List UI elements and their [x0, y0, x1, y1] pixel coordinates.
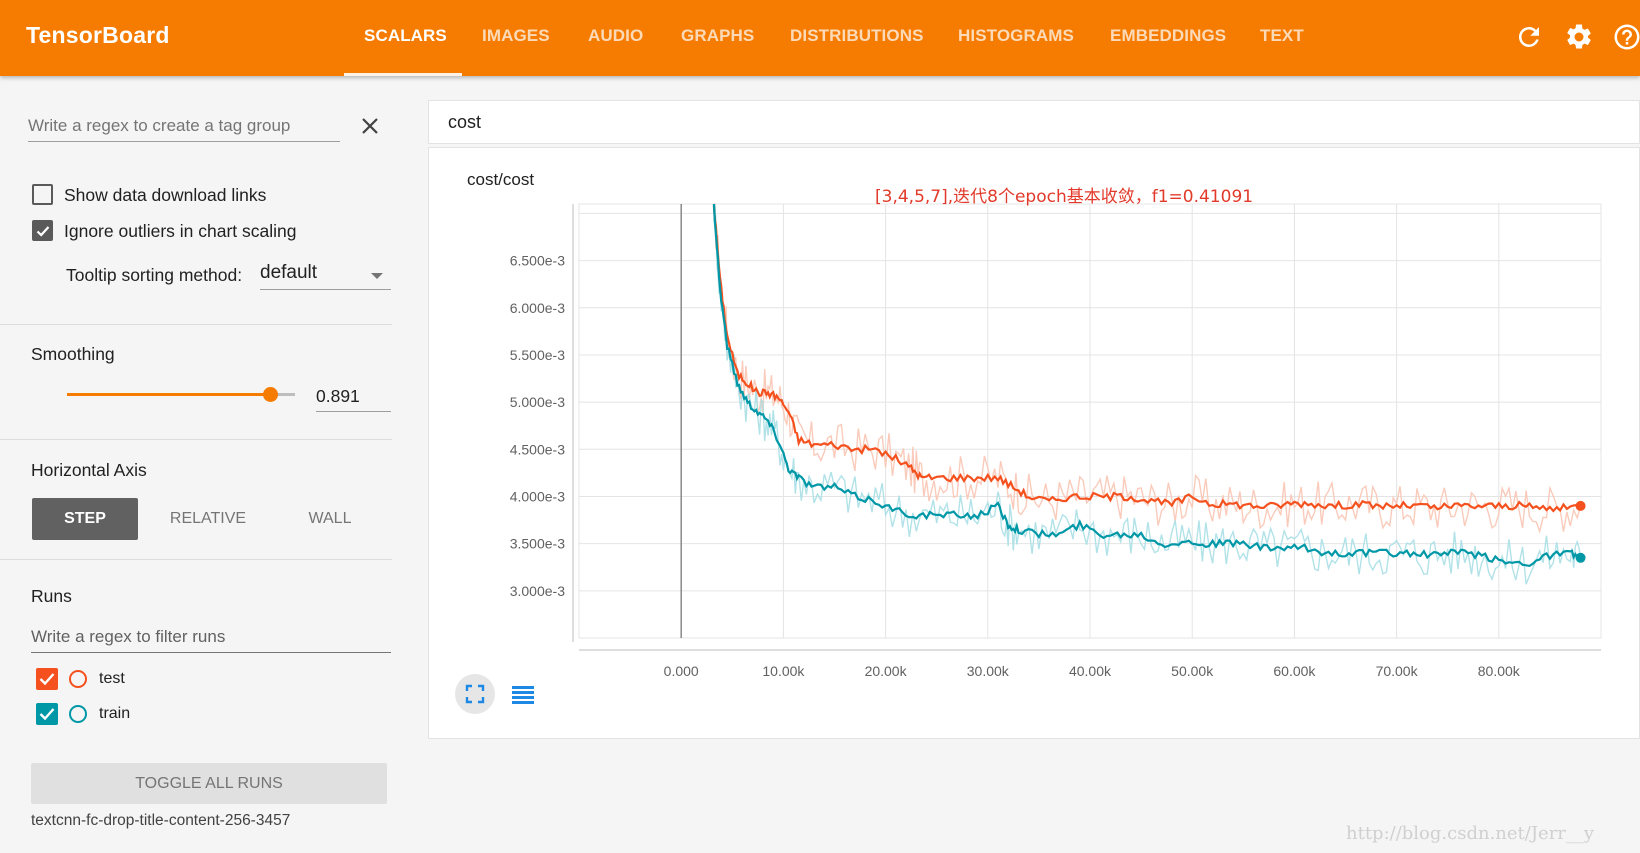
tab-images[interactable]: IMAGES — [482, 26, 550, 45]
fullscreen-icon[interactable] — [455, 674, 495, 714]
watermark-text: http://blog.csdn.net/Jerr__y — [1346, 823, 1595, 844]
x-tick-label: 40.00k — [1069, 663, 1112, 679]
x-tick-label: 20.00k — [865, 663, 908, 679]
smoothing-slider[interactable] — [67, 387, 295, 402]
show-download-links-checkbox[interactable] — [32, 184, 53, 205]
tab-audio[interactable]: AUDIO — [588, 26, 644, 45]
smoothing-slider-thumb[interactable] — [263, 387, 279, 402]
tag-group-title: cost — [448, 112, 482, 132]
run-test-color-radio[interactable] — [69, 670, 87, 688]
tab-histograms[interactable]: HISTOGRAMS — [958, 26, 1074, 45]
x-tick-label: 50.00k — [1171, 663, 1214, 679]
x-tick-label: 60.00k — [1273, 663, 1316, 679]
tab-embeddings[interactable]: EMBEDDINGS — [1110, 26, 1227, 45]
check-icon — [39, 708, 55, 721]
tab-graphs[interactable]: GRAPHS — [681, 26, 755, 45]
runs-filter-input[interactable] — [31, 621, 391, 653]
toggle-all-runs-button[interactable]: TOGGLE ALL RUNS — [31, 763, 387, 804]
y-tick-label: 6.500e-3 — [510, 253, 565, 269]
app-title: TensorBoard — [26, 22, 170, 48]
series-line-train — [712, 203, 1581, 568]
smoothing-value-input[interactable]: 0.891 — [316, 384, 391, 412]
y-tick-label: 3.000e-3 — [510, 583, 565, 599]
chart-title: cost/cost — [467, 170, 535, 189]
tag-group-header[interactable]: cost — [428, 100, 1640, 144]
run-test-checkbox[interactable] — [36, 668, 58, 690]
chart-canvas[interactable]: 3.000e-3 3.500e-3 4.000e-3 4.500e-3 5.000e-3… — [429, 148, 1639, 738]
y-tick-label: 5.500e-3 — [510, 347, 565, 363]
run-train-color-radio[interactable] — [69, 705, 87, 723]
x-tick-label: 0.000 — [664, 663, 699, 679]
check-icon — [39, 673, 55, 686]
tab-text[interactable]: TEXT — [1260, 26, 1304, 45]
run-train-checkbox[interactable] — [36, 703, 58, 725]
series-raw-test — [713, 203, 1582, 534]
x-tick-label: 80.00k — [1478, 663, 1521, 679]
y-tick-label: 5.000e-3 — [510, 394, 565, 410]
x-tick-label: 30.00k — [967, 663, 1010, 679]
y-tick-label: 4.500e-3 — [510, 441, 565, 457]
horizontal-axis-title: Horizontal Axis — [31, 460, 147, 480]
data-table-icon[interactable] — [509, 681, 537, 709]
divider — [0, 559, 392, 560]
check-icon — [36, 226, 50, 237]
run-train-label: train — [99, 705, 131, 722]
log-directory-text: textcnn-fc-drop-title-content-256-3457 — [31, 812, 291, 829]
plot-border — [578, 203, 1602, 639]
chevron-down-icon — [371, 273, 383, 279]
axis-wall-button[interactable]: WALL — [308, 510, 352, 527]
top-app-bar: TensorBoard SCALARS IMAGES AUDIO GRAPHS … — [0, 0, 1640, 76]
settings-gear-icon[interactable] — [1564, 22, 1594, 52]
x-tick-label: 10.00k — [762, 663, 805, 679]
y-tick-label: 3.500e-3 — [510, 536, 565, 552]
series-endpoint-test — [1575, 500, 1586, 511]
chart-annotation: [3,4,5,7],迭代8个epoch基本收敛，f1=0.41091 — [875, 187, 1254, 207]
tooltip-sorting-dropdown[interactable]: default — [260, 262, 391, 290]
show-download-links-label: Show data download links — [64, 185, 267, 205]
tab-scalars[interactable]: SCALARS — [364, 26, 447, 45]
ignore-outliers-label: Ignore outliers in chart scaling — [64, 221, 297, 241]
smoothing-title: Smoothing — [31, 344, 115, 364]
y-tick-label: 6.000e-3 — [510, 300, 565, 316]
axis-step-button[interactable]: STEP — [32, 498, 138, 540]
divider — [0, 439, 392, 440]
smoothing-slider-fill — [67, 393, 271, 396]
runs-title: Runs — [31, 586, 72, 606]
help-icon[interactable] — [1612, 22, 1640, 52]
close-icon[interactable] — [358, 114, 382, 138]
divider — [0, 324, 392, 325]
refresh-icon[interactable] — [1514, 22, 1544, 52]
scalar-chart-card: 3.000e-3 3.500e-3 4.000e-3 4.500e-3 5.000e-3… — [428, 147, 1640, 739]
tag-regex-input[interactable] — [28, 110, 340, 142]
series-endpoint-train — [1575, 552, 1586, 563]
x-tick-label: 70.00k — [1376, 663, 1419, 679]
tab-distributions[interactable]: DISTRIBUTIONS — [790, 26, 924, 45]
active-tab-indicator — [344, 73, 462, 76]
axis-relative-button[interactable]: RELATIVE — [169, 510, 247, 527]
run-test-label: test — [99, 670, 125, 687]
tooltip-sorting-value: default — [260, 262, 318, 283]
ignore-outliers-checkbox[interactable] — [32, 220, 53, 241]
tooltip-sorting-label: Tooltip sorting method: — [66, 265, 243, 285]
series-line-test — [712, 205, 1581, 513]
y-tick-label: 4.000e-3 — [510, 488, 565, 504]
